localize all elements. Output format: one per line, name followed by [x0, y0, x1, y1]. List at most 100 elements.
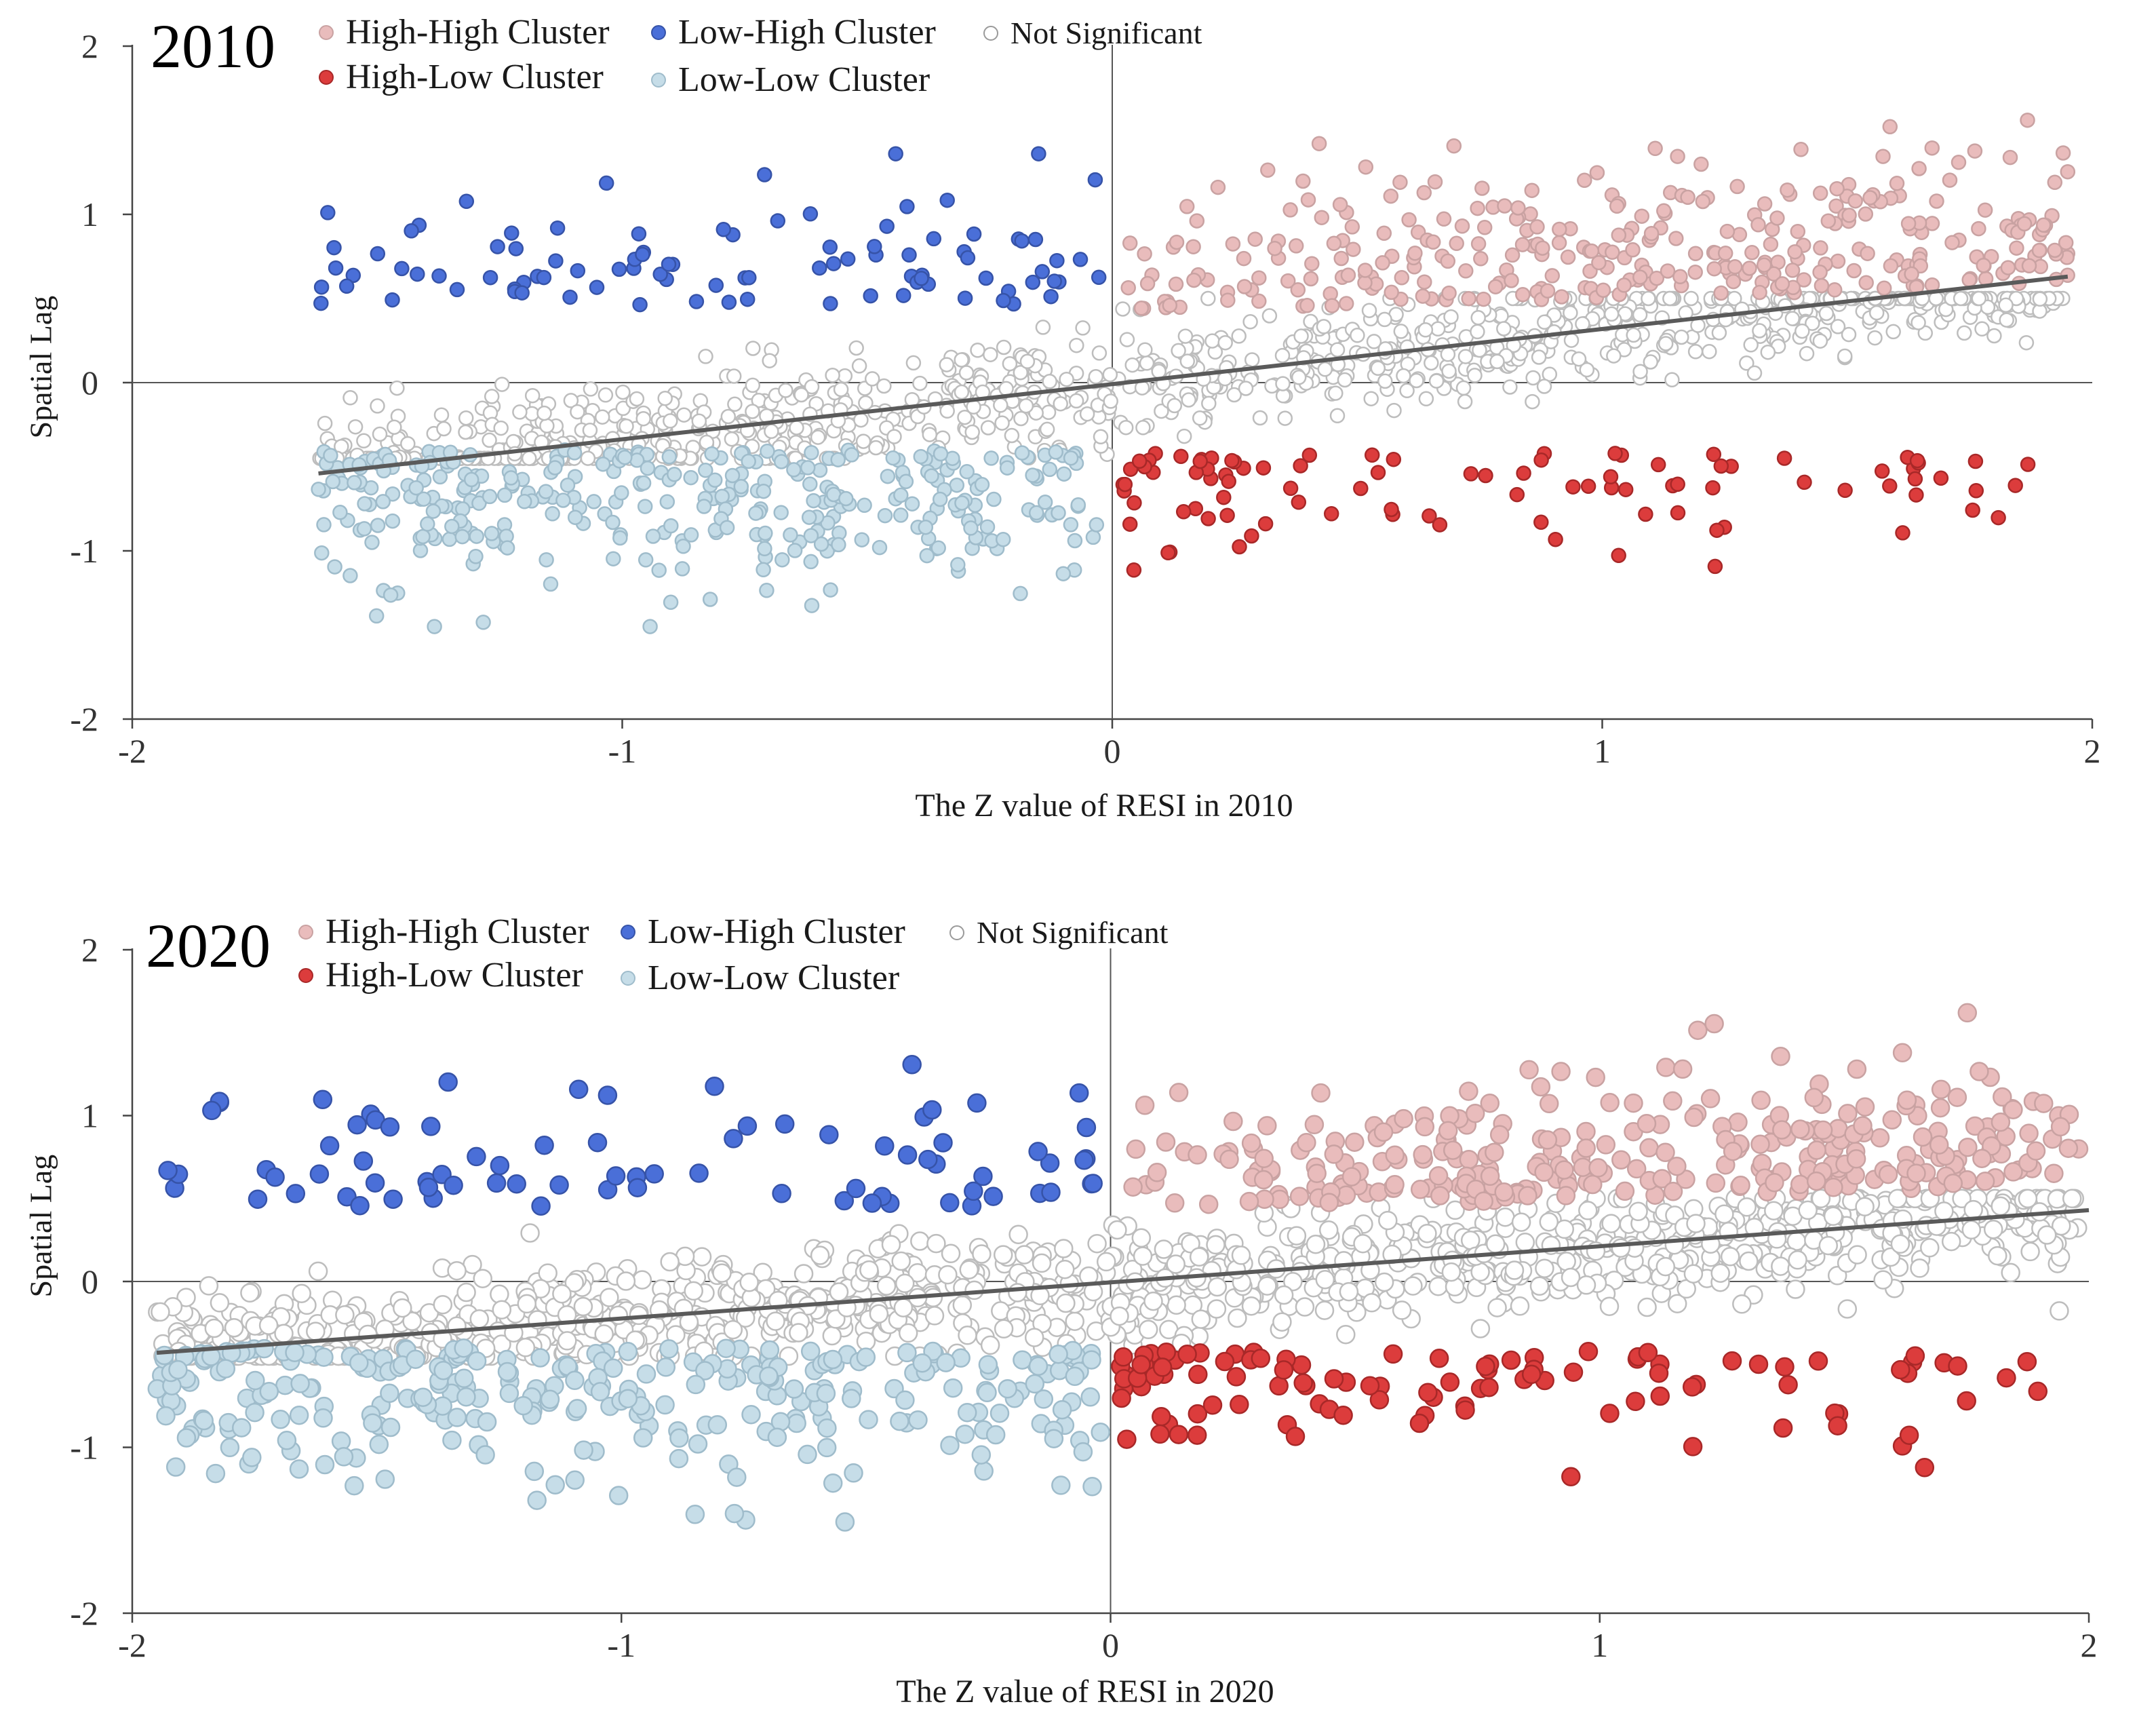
low-low-point — [363, 1413, 383, 1433]
high-low-point — [1533, 514, 1549, 530]
not-significant-point — [998, 381, 1014, 397]
not-significant-point — [993, 1245, 1013, 1265]
low-low-point — [315, 1454, 335, 1475]
not-significant-point — [1424, 355, 1439, 371]
low-low-point — [545, 506, 560, 522]
low-high-point — [313, 1089, 333, 1110]
not-significant-point — [1008, 1283, 1027, 1303]
high-high-point — [1338, 296, 1354, 311]
high-high-point — [1695, 193, 1711, 210]
not-significant-point — [1571, 351, 1587, 367]
low-low-point — [246, 1370, 265, 1391]
not-significant-point — [1287, 1226, 1307, 1246]
low-low-point — [955, 1424, 975, 1444]
not-significant-point — [1306, 1234, 1326, 1254]
not-significant-point — [1988, 1246, 2007, 1266]
high-low-point — [1160, 545, 1176, 561]
high-high-point — [1942, 172, 1958, 188]
not-significant-point — [1200, 290, 1216, 307]
not-significant-point — [1812, 333, 1828, 349]
not-significant-point — [660, 1252, 680, 1272]
high-high-point — [1643, 225, 1660, 242]
low-high-point — [380, 1117, 400, 1137]
not-significant-point — [855, 433, 871, 449]
not-significant-point — [745, 377, 761, 393]
high-high-point — [2019, 1123, 2039, 1143]
low-high-point — [319, 1136, 340, 1156]
not-significant-point — [1291, 370, 1307, 385]
high-high-point — [1616, 277, 1632, 293]
not-significant-point — [1868, 305, 1885, 321]
not-significant-point — [964, 424, 980, 440]
high-high-point — [1425, 234, 1441, 250]
low-low-point — [357, 496, 372, 512]
low-low-point — [893, 507, 909, 523]
low-high-points — [313, 146, 1107, 313]
not-significant-point — [739, 1273, 759, 1292]
high-low-point — [1131, 1355, 1151, 1374]
low-low-point — [696, 499, 712, 514]
not-significant-point — [372, 426, 388, 442]
low-low-point — [545, 1475, 565, 1495]
high-high-point — [1668, 231, 1684, 246]
low-low-point — [231, 1418, 252, 1438]
high-high-point — [1413, 1144, 1432, 1165]
low-low-point — [675, 539, 691, 554]
low-low-point — [959, 464, 975, 480]
high-low-point — [2020, 457, 2036, 472]
low-high-point — [536, 269, 552, 286]
low-low-point — [974, 477, 990, 493]
high-low-point — [1150, 1424, 1170, 1444]
not-significant-point — [1115, 301, 1131, 317]
low-high-point — [834, 1191, 855, 1211]
not-significant-point — [458, 410, 474, 426]
low-low-point — [543, 576, 559, 592]
high-high-point — [1551, 1062, 1571, 1081]
high-high-point — [1647, 140, 1663, 157]
low-low-point — [702, 592, 718, 607]
low-low-point — [538, 484, 554, 499]
low-low-point — [1052, 1400, 1072, 1420]
not-significant-point — [1637, 1297, 1657, 1317]
high-low-point — [1224, 452, 1240, 469]
high-low-point — [1177, 1344, 1197, 1364]
y-axis-label-2020: Spatial Lag — [23, 1154, 58, 1298]
high-high-point — [1700, 1089, 1721, 1108]
high-low-point — [2007, 478, 2023, 493]
low-low-point — [1048, 444, 1064, 460]
y-tick-label: -2 — [70, 1594, 98, 1632]
not-significant-point — [1504, 1260, 1525, 1280]
not-significant-point — [1336, 1324, 1356, 1345]
not-significant-point — [473, 1269, 492, 1288]
low-low-point — [425, 503, 442, 519]
not-significant-point — [1578, 1201, 1598, 1220]
low-low-point — [908, 1410, 928, 1430]
high-high-point — [1763, 236, 1779, 252]
high-low-point — [1997, 1368, 2016, 1388]
high-low-point — [1187, 1425, 1207, 1445]
high-high-point — [1210, 179, 1226, 195]
high-high-point — [1596, 1135, 1616, 1155]
low-high-point — [549, 1175, 569, 1195]
high-high-point — [1304, 1115, 1325, 1135]
not-significant-point — [1470, 1319, 1491, 1338]
high-high-point — [1535, 240, 1550, 256]
low-low-point — [823, 582, 838, 598]
high-high-point — [1924, 140, 1940, 156]
high-high-point — [1135, 1096, 1155, 1115]
low-low-point — [499, 540, 515, 556]
not-significant-point — [1998, 297, 2014, 313]
not-significant-point — [151, 1302, 170, 1322]
high-high-point — [1765, 1172, 1784, 1193]
high-low-point — [1908, 487, 1924, 503]
high-high-point — [1670, 149, 1685, 164]
low-low-point — [560, 477, 576, 493]
high-high-points — [1123, 1003, 2089, 1214]
high-low-point — [1418, 1383, 1438, 1402]
plot-area-2020: -2 -1 0 1 2 2 1 0 -1 -2 — [70, 931, 2097, 1664]
high-high-point — [1156, 1132, 1176, 1152]
high-high-point — [1428, 1166, 1449, 1186]
low-low-point — [356, 521, 372, 537]
high-high-point — [1168, 276, 1184, 292]
low-low-point — [898, 474, 914, 490]
